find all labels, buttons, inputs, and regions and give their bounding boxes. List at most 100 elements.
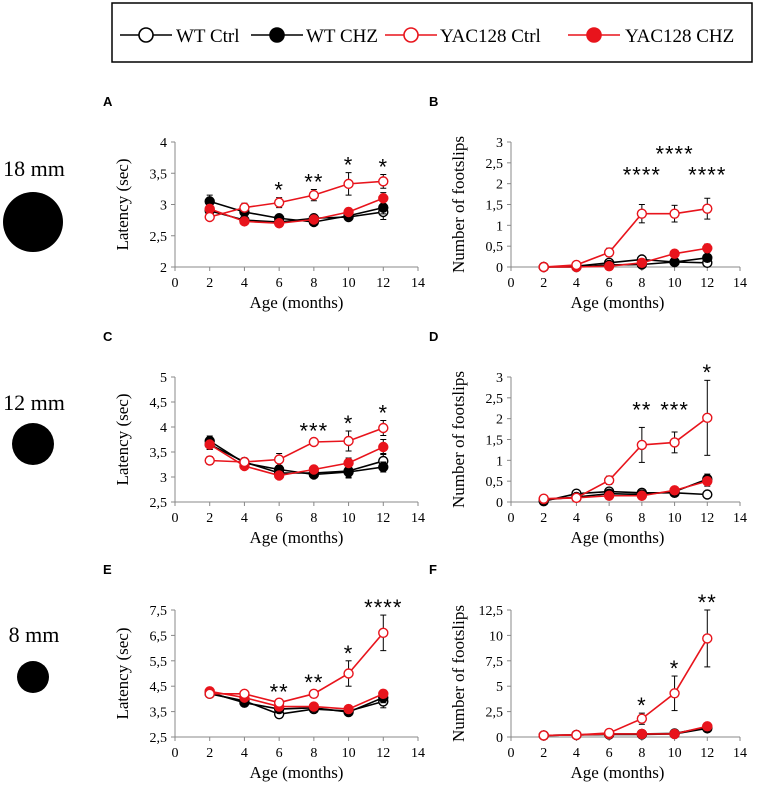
panel-e-series-yac128-chz <box>204 686 389 715</box>
panel-b-ytick-label: 1,5 <box>486 199 504 214</box>
panel-d: D 0 0,5 1 1,5 2 2,5 3 0 2 4 6 8 10 12 14 Age (months) Num… <box>429 329 747 547</box>
panel-a-xtick-label: 4 <box>241 276 248 291</box>
panel-a-xlabel: Age (months) <box>250 293 344 312</box>
panel-a-xtick-label: 0 <box>172 276 179 291</box>
panel-d-significance: *** <box>660 398 689 423</box>
panel-a-ytick-label: 2 <box>160 261 167 276</box>
panel-d-point-yac128-chz <box>636 490 648 501</box>
panel-e-significance: **** <box>364 595 402 620</box>
panel-c-series-yac128-chz <box>204 439 389 481</box>
panel-f-xtick-label: 2 <box>540 746 547 761</box>
panel-f-point-yac128-ctrl <box>603 727 615 739</box>
panel-e-xtick-label: 2 <box>206 746 213 761</box>
legend-label-yac128-chz: YAC128 CHZ <box>625 26 734 47</box>
panel-e-line-wt-ctrl <box>209 693 384 715</box>
panel-d-series-wt-chz <box>538 473 713 506</box>
panel-a-letter: A <box>103 94 113 109</box>
panel-f-point-yac128-chz <box>702 721 713 732</box>
panel-f-xtick-label: 0 <box>508 746 515 761</box>
panel-a-xtick-label: 8 <box>310 276 317 291</box>
legend-entry-wt-ctrl: WT Ctrl <box>120 26 240 47</box>
panel-d-xtick-label: 8 <box>638 511 645 526</box>
panel-d-point-yac128-chz <box>603 490 615 501</box>
panel-e-letter: E <box>103 562 112 577</box>
panel-b-ytick-label: 3 <box>496 136 503 151</box>
panel-c-point-yac128-ctrl <box>273 454 285 465</box>
panel-b-xtick-label: 12 <box>700 276 714 291</box>
beam-label-8mm: 8 mm <box>9 622 60 647</box>
panel-e-line-yac128-ctrl <box>209 632 384 704</box>
panel-f-point-yac128-ctrl <box>538 730 549 741</box>
panel-f-significance: * <box>637 693 647 718</box>
panel-c-xlabel: Age (months) <box>250 528 344 547</box>
legend-box <box>111 2 753 63</box>
panel-d-line-wt-ctrl <box>543 490 708 502</box>
panel-e-ytick-label: 7,5 <box>150 604 168 619</box>
panel-b-xtick-label: 8 <box>638 276 645 291</box>
panel-e-ytick-label: 6,5 <box>150 629 168 644</box>
panel-b-ytick-label: 1 <box>496 219 503 234</box>
beam-row-8mm: 8 mm <box>9 622 60 693</box>
panel-f: F 0 2,5 5 7,5 10 12,5 0 2 4 6 8 10 12 14 Age (months) Nu… <box>429 562 747 782</box>
panel-e-point-yac128-chz <box>343 703 354 715</box>
panel-c-point-yac128-ctrl <box>204 455 215 466</box>
panel-c-significance: *** <box>300 419 329 444</box>
panel-d-ytick-label: 2 <box>496 413 503 428</box>
panel-d-xtick-label: 12 <box>700 511 714 526</box>
panel-a-point-yac128-ctrl <box>204 211 215 223</box>
legend-entry-yac128-ctrl: YAC128 Ctrl <box>385 26 541 47</box>
panel-b-point-yac128-chz <box>702 243 713 254</box>
panel-d-letter: D <box>429 329 438 344</box>
panel-b-point-yac128-ctrl <box>538 261 549 273</box>
panel-e-significance: ** <box>304 670 323 695</box>
panel-c-point-yac128-chz <box>378 441 389 453</box>
legend-marker-wt-chz <box>269 27 285 43</box>
panel-f-point-yac128-ctrl <box>571 729 582 741</box>
panel-b-point-yac128-chz <box>669 248 680 259</box>
panel-c-point-wt-chz <box>378 461 389 473</box>
legend-entry-yac128-chz: YAC128 CHZ <box>568 26 734 47</box>
panel-e-point-yac128-ctrl <box>204 688 215 700</box>
panel-c-point-yac128-chz <box>343 457 354 469</box>
panel-b-ylabel: Number of footslips <box>449 136 468 273</box>
legend-marker-yac128-ctrl <box>403 27 419 43</box>
panel-f-ytick-label: 2,5 <box>486 706 504 721</box>
panel-f-xtick-label: 6 <box>606 746 613 761</box>
panel-d-line-yac128-chz <box>543 480 708 500</box>
panel-e-point-yac128-ctrl <box>239 688 250 700</box>
panel-b-xtick-label: 4 <box>573 276 580 291</box>
panel-e-xtick-label: 12 <box>376 746 390 761</box>
panel-c-point-yac128-chz <box>308 464 320 475</box>
panel-c-ytick-label: 5 <box>160 371 167 386</box>
panel-b-significance: **** <box>623 163 661 188</box>
panel-f-point-yac128-chz <box>636 728 648 740</box>
panel-e-xlabel: Age (months) <box>250 763 344 782</box>
panel-f-significance: * <box>670 656 680 681</box>
panel-a-ytick-label: 4 <box>160 136 167 151</box>
panel-e-series-yac128-ctrl <box>204 614 389 708</box>
legend-entry-wt-chz: WT CHZ <box>251 26 378 47</box>
panel-c-point-wt-chz <box>343 466 354 478</box>
panel-b-xtick-label: 14 <box>733 276 747 291</box>
panel-a-xtick-label: 6 <box>276 276 283 291</box>
panel-b-point-yac128-ctrl <box>603 247 615 258</box>
panel-a-ytick-label: 3 <box>160 199 167 214</box>
beam-circle-18mm <box>3 192 63 252</box>
panel-d-xtick-label: 6 <box>606 511 613 526</box>
panel-e-xtick-label: 8 <box>310 746 317 761</box>
panel-d-point-yac128-ctrl <box>636 439 648 451</box>
panel-e-significance: * <box>344 641 354 666</box>
panel-f-xtick-label: 8 <box>638 746 645 761</box>
panel-f-line-yac128-chz <box>543 725 708 737</box>
panel-b-point-yac128-ctrl <box>571 259 582 271</box>
legend-marker-wt-ctrl <box>138 27 154 43</box>
panel-a-line-yac128-ctrl <box>209 180 384 218</box>
panel-b-point-yac128-chz <box>636 257 648 269</box>
panel-f-ytick-label: 12,5 <box>479 604 504 619</box>
panel-c-xtick-label: 12 <box>376 511 390 526</box>
panel-a-point-wt-chz <box>378 202 389 213</box>
panel-c-xtick-label: 6 <box>276 511 283 526</box>
panel-b-xtick-label: 0 <box>508 276 515 291</box>
panel-a-series-yac128-ctrl <box>204 172 389 223</box>
